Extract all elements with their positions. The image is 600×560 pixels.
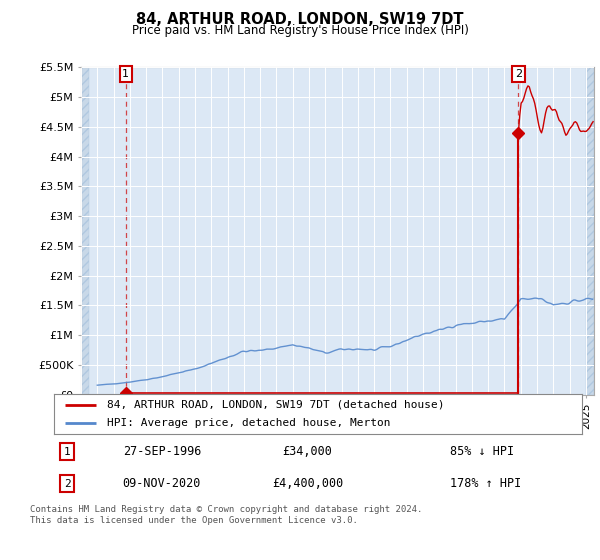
Text: Price paid vs. HM Land Registry's House Price Index (HPI): Price paid vs. HM Land Registry's House …	[131, 24, 469, 36]
Text: £34,000: £34,000	[283, 445, 332, 458]
Text: 178% ↑ HPI: 178% ↑ HPI	[450, 477, 521, 491]
Text: 1: 1	[122, 69, 129, 79]
Text: 2: 2	[515, 69, 522, 79]
Text: 85% ↓ HPI: 85% ↓ HPI	[450, 445, 514, 458]
Text: 2: 2	[64, 479, 71, 489]
Text: 27-SEP-1996: 27-SEP-1996	[122, 445, 201, 458]
Text: 84, ARTHUR ROAD, LONDON, SW19 7DT: 84, ARTHUR ROAD, LONDON, SW19 7DT	[136, 12, 464, 27]
Text: Contains HM Land Registry data © Crown copyright and database right 2024.
This d: Contains HM Land Registry data © Crown c…	[30, 505, 422, 525]
Text: 84, ARTHUR ROAD, LONDON, SW19 7DT (detached house): 84, ARTHUR ROAD, LONDON, SW19 7DT (detac…	[107, 400, 444, 409]
Text: 1: 1	[64, 447, 71, 456]
Text: £4,400,000: £4,400,000	[272, 477, 343, 491]
Text: HPI: Average price, detached house, Merton: HPI: Average price, detached house, Mert…	[107, 418, 391, 428]
Text: 09-NOV-2020: 09-NOV-2020	[122, 477, 201, 491]
